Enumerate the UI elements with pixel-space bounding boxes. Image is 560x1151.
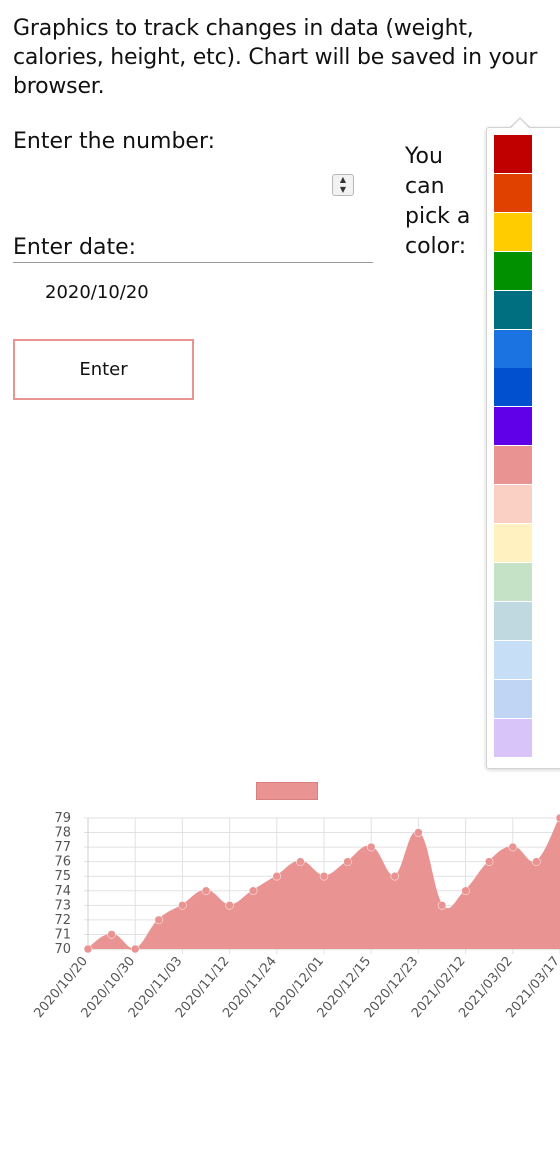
chart-data-point — [509, 843, 517, 851]
color-swatch[interactable] — [494, 641, 532, 679]
enter-button[interactable]: Enter — [13, 339, 194, 400]
chart-data-point — [202, 887, 210, 895]
date-label: Enter date: — [13, 234, 373, 263]
chart-data-point — [391, 872, 399, 880]
chart-data-point — [108, 930, 116, 938]
chart-data-point — [155, 916, 163, 924]
y-tick-label: 78 — [54, 826, 71, 841]
stepper-down-icon[interactable]: ▼ — [333, 185, 353, 195]
chart-data-point — [414, 829, 422, 837]
y-tick-label: 77 — [54, 840, 71, 855]
chart-data-point — [320, 872, 328, 880]
chart-data-point — [178, 901, 186, 909]
color-swatch[interactable] — [494, 563, 532, 601]
y-tick-label: 71 — [54, 927, 71, 942]
chart-data-point — [226, 901, 234, 909]
color-swatch[interactable] — [494, 252, 532, 290]
number-input[interactable] — [13, 168, 358, 202]
y-tick-label: 76 — [54, 855, 71, 870]
number-label: Enter the number: — [13, 128, 215, 156]
chart-data-point — [367, 843, 375, 851]
y-tick-label: 70 — [54, 942, 71, 957]
intro-text: Graphics to track changes in data (weigh… — [13, 14, 553, 101]
stepper-up-icon[interactable]: ▲ — [333, 175, 353, 185]
color-swatch[interactable] — [494, 368, 532, 406]
date-input[interactable]: 2020/10/20 — [45, 281, 149, 305]
chart-data-point — [296, 858, 304, 866]
chart-data-point — [84, 945, 92, 953]
chart-x-ticks: 2020/10/202020/10/302020/11/032020/11/12… — [31, 954, 560, 1021]
chart-data-point — [532, 858, 540, 866]
y-tick-label: 73 — [54, 898, 71, 913]
chart-data-point — [249, 887, 257, 895]
color-picker-label: You can pick a color: — [405, 142, 475, 262]
color-swatch[interactable] — [494, 330, 532, 368]
chart-data-point — [273, 872, 281, 880]
number-stepper[interactable]: ▲ ▼ — [332, 174, 354, 196]
chart-data-point — [344, 858, 352, 866]
color-swatch[interactable] — [494, 291, 532, 329]
chart-data-point — [485, 858, 493, 866]
chart-data-point — [438, 901, 446, 909]
palette-arrow-inner — [511, 119, 529, 128]
color-swatch[interactable] — [494, 135, 532, 173]
color-swatch[interactable] — [494, 524, 532, 562]
y-tick-label: 79 — [54, 811, 71, 826]
y-tick-label: 75 — [54, 869, 71, 884]
color-swatch[interactable] — [494, 407, 532, 445]
color-swatch[interactable] — [494, 485, 532, 523]
chart-data-point — [556, 814, 560, 822]
color-swatch[interactable] — [494, 680, 532, 718]
chart-data-point — [462, 887, 470, 895]
color-swatch[interactable] — [494, 446, 532, 484]
color-swatch[interactable] — [494, 213, 532, 251]
y-tick-label: 74 — [54, 884, 71, 899]
chart-legend-swatch[interactable] — [256, 782, 318, 800]
chart-data-point — [131, 945, 139, 953]
color-swatch[interactable] — [494, 602, 532, 640]
y-tick-label: 72 — [54, 913, 71, 928]
color-swatch[interactable] — [494, 174, 532, 212]
color-swatch[interactable] — [494, 719, 532, 757]
